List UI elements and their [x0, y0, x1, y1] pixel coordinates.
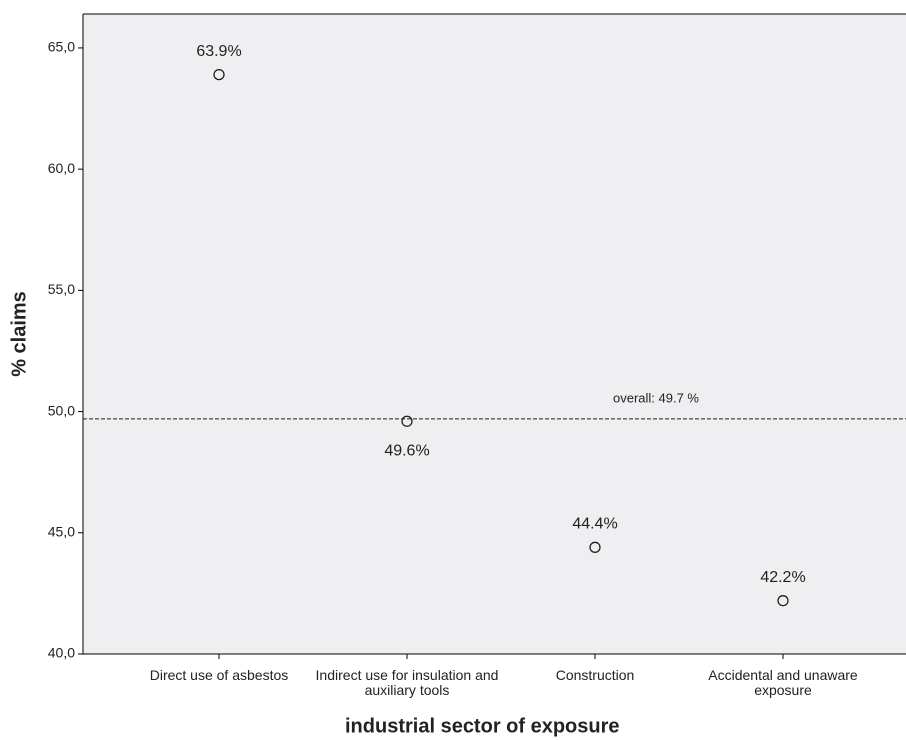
x-axis-title: industrial sector of exposure [345, 715, 620, 737]
y-tick-label: 50,0 [48, 402, 75, 418]
x-tick-label: Indirect use for insulation and auxiliar… [315, 667, 499, 698]
data-label: 44.4% [572, 516, 617, 533]
y-axis-title: % claims [8, 291, 30, 377]
data-label: 63.9% [196, 43, 241, 60]
x-tick-label: Construction [555, 667, 635, 683]
x-tick-label: Accidental and unaware exposure [708, 667, 858, 698]
data-label: 42.2% [760, 569, 805, 586]
y-tick-label: 65,0 [48, 39, 75, 55]
reference-label: overall: 49.7 % [613, 390, 699, 405]
data-point [401, 415, 413, 427]
data-label: 49.6% [384, 442, 429, 459]
data-point [589, 541, 601, 553]
y-tick-label: 40,0 [48, 645, 75, 661]
x-tick-label: Direct use of asbestos [149, 667, 289, 683]
y-tick-label: 55,0 [48, 281, 75, 297]
y-tick-label: 45,0 [48, 523, 75, 539]
y-tick-label: 60,0 [48, 160, 75, 176]
plot-area [83, 14, 906, 654]
data-point [213, 68, 225, 81]
data-point [777, 595, 789, 607]
